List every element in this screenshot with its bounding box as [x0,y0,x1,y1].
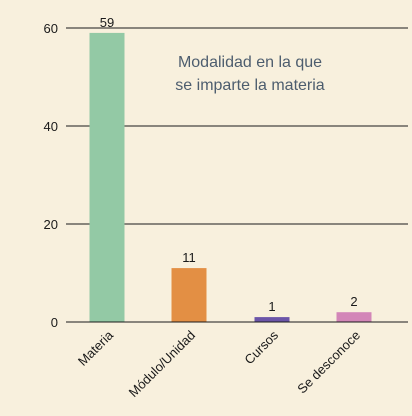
data-label-4: 2 [350,294,357,309]
y-tick-label: 0 [51,315,58,330]
bar-2 [171,268,207,322]
y-tick-label: 60 [44,21,58,36]
data-label-1: 59 [100,15,114,30]
y-tick-label: 20 [44,217,58,232]
data-label-3: 1 [268,299,275,314]
y-axis-ticks: 0 20 40 60 [44,21,58,330]
bar-3 [254,317,290,322]
y-tick-label: 40 [44,119,58,134]
bars [66,32,408,323]
data-label-2: 11 [182,250,196,265]
chart-title-line-2: se imparte la materia [175,77,324,94]
bar-4 [336,312,372,322]
chart-title-line-1: Modalidad en la que [178,54,322,71]
bar-1 [89,32,125,323]
